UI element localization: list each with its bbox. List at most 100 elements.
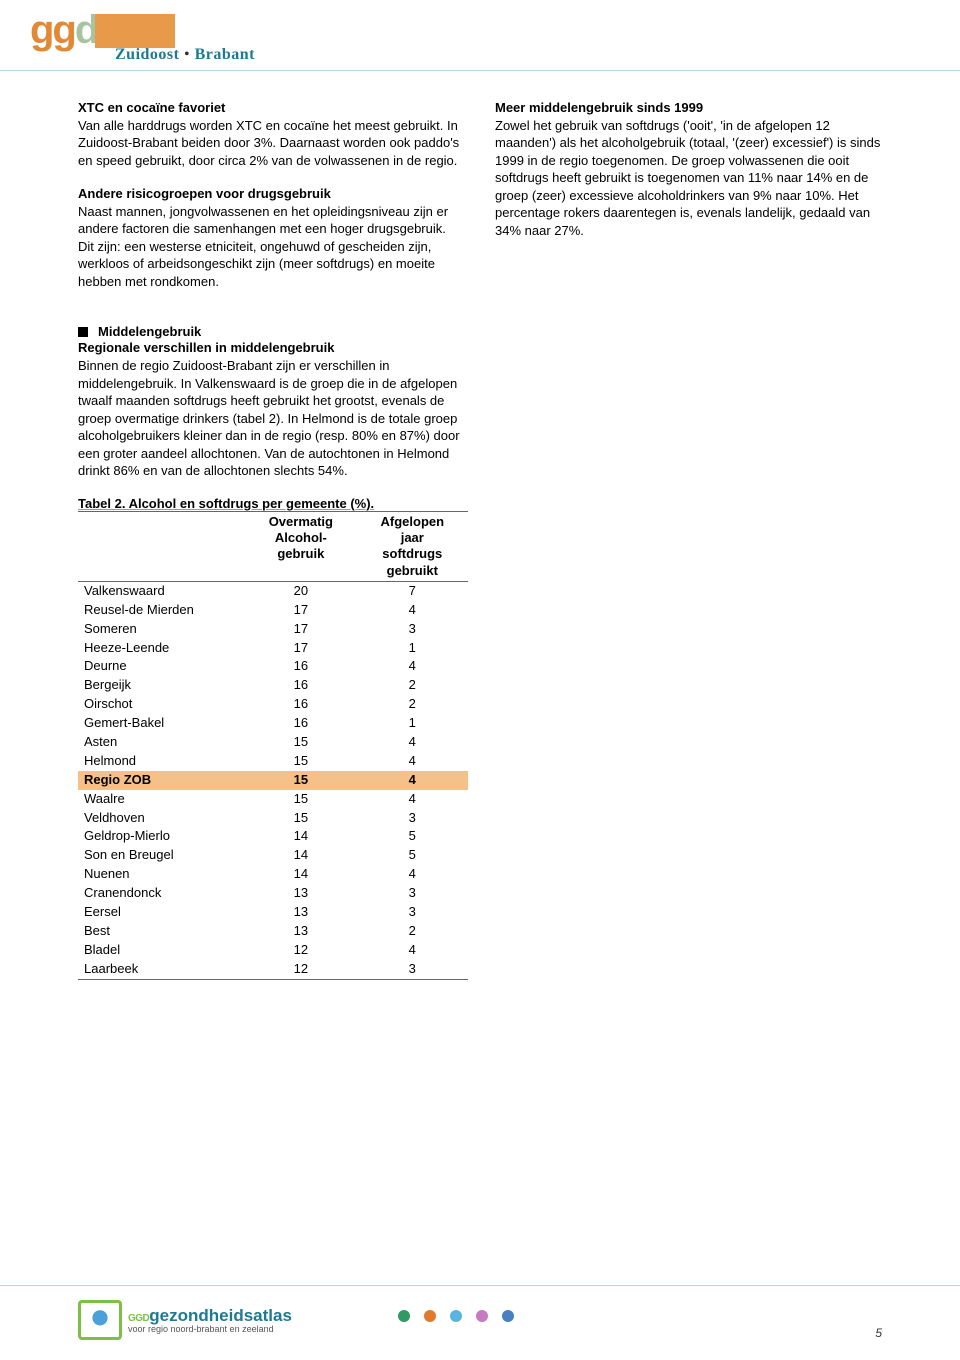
- footer-brand-prefix: GGD: [128, 1313, 149, 1324]
- table-cell-name: Oirschot: [78, 695, 245, 714]
- table-row: Valkenswaard207: [78, 581, 468, 600]
- logo-region: Zuidoost • Brabant: [115, 46, 930, 64]
- table-cell-softdrugs: 1: [357, 639, 468, 658]
- column-right: Meer middelengebruik sinds 1999 Zowel he…: [495, 99, 882, 306]
- table-header-softdrugs: Afgelopen jaar softdrugs gebruikt: [357, 511, 468, 581]
- table-cell-alcohol: 16: [245, 657, 356, 676]
- table-cell-softdrugs: 4: [357, 790, 468, 809]
- footer-brand-main: gezondheidsatlas: [149, 1306, 292, 1325]
- table-row: Nuenen144: [78, 865, 468, 884]
- table-cell-softdrugs: 4: [357, 865, 468, 884]
- table-cell-alcohol: 13: [245, 903, 356, 922]
- table-row: Bladel124: [78, 941, 468, 960]
- table-cell-softdrugs: 1: [357, 714, 468, 733]
- table-cell-name: Reusel-de Mierden: [78, 601, 245, 620]
- table-cell-alcohol: 12: [245, 941, 356, 960]
- table-cell-alcohol: 13: [245, 922, 356, 941]
- para-risicogroepen: Naast mannen, jongvolwassenen en het opl…: [78, 203, 465, 291]
- heading-regionale: Regionale verschillen in middelengebruik: [78, 339, 468, 357]
- table-row: Geldrop-Mierlo145: [78, 827, 468, 846]
- table-cell-softdrugs: 4: [357, 601, 468, 620]
- table-row: Reusel-de Mierden174: [78, 601, 468, 620]
- table-cell-softdrugs: 4: [357, 733, 468, 752]
- table-cell-name: Eersel: [78, 903, 245, 922]
- table-cell-name: Asten: [78, 733, 245, 752]
- table-title: Tabel 2. Alcohol en softdrugs per gemeen…: [78, 496, 468, 511]
- table-cell-softdrugs: 2: [357, 676, 468, 695]
- bullet-square-icon: [78, 327, 88, 337]
- table-cell-alcohol: 16: [245, 676, 356, 695]
- table-cell-alcohol: 15: [245, 809, 356, 828]
- logo-text-d: d: [75, 14, 97, 46]
- para-sinds1999: Zowel het gebruik van softdrugs ('ooit',…: [495, 117, 882, 240]
- section-heading-text: Middelengebruik: [98, 324, 201, 339]
- page-content: XTC en cocaïne favoriet Van alle harddru…: [0, 71, 960, 980]
- table-row: Deurne164: [78, 657, 468, 676]
- table-cell-name: Heeze-Leende: [78, 639, 245, 658]
- table-cell-softdrugs: 2: [357, 922, 468, 941]
- table-cell-alcohol: 15: [245, 790, 356, 809]
- table-row: Oirschot162: [78, 695, 468, 714]
- heading-sinds1999: Meer middelengebruik sinds 1999: [495, 99, 882, 117]
- table-cell-name: Geldrop-Mierlo: [78, 827, 245, 846]
- table-cell-alcohol: 17: [245, 620, 356, 639]
- table-cell-softdrugs: 2: [357, 695, 468, 714]
- table-row: Regio ZOB154: [78, 771, 468, 790]
- logo-ggd: ggd: [30, 14, 930, 48]
- table-cell-alcohol: 14: [245, 865, 356, 884]
- table-row: Someren173: [78, 620, 468, 639]
- table-cell-softdrugs: 7: [357, 581, 468, 600]
- table-cell-softdrugs: 5: [357, 827, 468, 846]
- footer-sub: voor regio noord-brabant en zeeland: [128, 1325, 292, 1334]
- table-cell-alcohol: 16: [245, 714, 356, 733]
- table-row: Son en Breugel145: [78, 846, 468, 865]
- table-row: Bergeijk162: [78, 676, 468, 695]
- table-cell-alcohol: 15: [245, 752, 356, 771]
- table-cell-name: Waalre: [78, 790, 245, 809]
- table-cell-softdrugs: 4: [357, 771, 468, 790]
- table-cell-alcohol: 14: [245, 827, 356, 846]
- table-alcohol-softdrugs: Overmatig Alcohol- gebruik Afgelopen jaa…: [78, 511, 468, 980]
- table-header-alcohol: Overmatig Alcohol- gebruik: [245, 511, 356, 581]
- table-cell-name: Laarbeek: [78, 960, 245, 979]
- page-number: 5: [875, 1326, 882, 1340]
- heading-risicogroepen: Andere risicogroepen voor drugsgebruik: [78, 185, 465, 203]
- table-cell-alcohol: 14: [245, 846, 356, 865]
- table-cell-name: Best: [78, 922, 245, 941]
- para-regionale: Binnen de regio Zuidoost-Brabant zijn er…: [78, 357, 468, 480]
- table-row: Heeze-Leende171: [78, 639, 468, 658]
- table-cell-softdrugs: 4: [357, 657, 468, 676]
- table-cell-softdrugs: 3: [357, 884, 468, 903]
- table-cell-name: Son en Breugel: [78, 846, 245, 865]
- table-cell-name: Helmond: [78, 752, 245, 771]
- table-row: Asten154: [78, 733, 468, 752]
- logo-box: [95, 14, 175, 48]
- table-cell-softdrugs: 3: [357, 960, 468, 979]
- table-row: Eersel133: [78, 903, 468, 922]
- table-row: Gemert-Bakel161: [78, 714, 468, 733]
- table-cell-name: Gemert-Bakel: [78, 714, 245, 733]
- table-cell-name: Nuenen: [78, 865, 245, 884]
- footer-brand: GGDgezondheidsatlas: [128, 1307, 292, 1324]
- table-cell-name: Deurne: [78, 657, 245, 676]
- table-cell-name: Bergeijk: [78, 676, 245, 695]
- table-cell-alcohol: 15: [245, 771, 356, 790]
- table-cell-softdrugs: 5: [357, 846, 468, 865]
- table-header-empty: [78, 511, 245, 581]
- para-xtc: Van alle harddrugs worden XTC en cocaïne…: [78, 117, 465, 170]
- table-cell-alcohol: 20: [245, 581, 356, 600]
- table-row: Helmond154: [78, 752, 468, 771]
- table-cell-alcohol: 17: [245, 601, 356, 620]
- table-cell-alcohol: 16: [245, 695, 356, 714]
- table-row: Best132: [78, 922, 468, 941]
- column-left: XTC en cocaïne favoriet Van alle harddru…: [78, 99, 465, 306]
- footer-badge-icon: [78, 1300, 122, 1340]
- logo-text-gg: gg: [30, 14, 75, 46]
- heading-xtc: XTC en cocaïne favoriet: [78, 99, 465, 117]
- logo-region-a: Zuidoost: [115, 46, 179, 63]
- page-footer: GGDgezondheidsatlas voor regio noord-bra…: [0, 1285, 960, 1340]
- table-row: Laarbeek123: [78, 960, 468, 979]
- table-cell-name: Veldhoven: [78, 809, 245, 828]
- page-header: ggd Zuidoost • Brabant: [0, 0, 960, 71]
- table-cell-name: Someren: [78, 620, 245, 639]
